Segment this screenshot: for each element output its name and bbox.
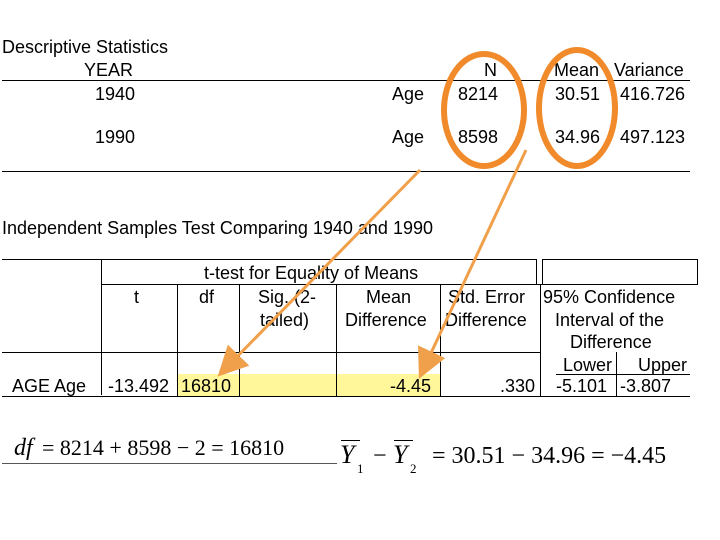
t-header: t	[134, 287, 140, 307]
y2-bar	[394, 440, 413, 441]
mean-1990: 34.96	[555, 127, 601, 147]
ttest-bottom-rule	[2, 396, 690, 397]
ttest-group-header: t-test for Equality of Means	[204, 263, 419, 283]
ttest-right-box-bottom	[542, 284, 698, 285]
mean-diff-value: -4.45	[390, 376, 432, 396]
n-header: N	[484, 60, 497, 80]
sig-header-line2: tailed)	[260, 310, 310, 330]
md-header-line2: Difference	[345, 310, 427, 330]
ci-lower-value: -5.101	[556, 376, 608, 396]
descriptive-title: Descriptive Statistics	[2, 37, 169, 57]
mean-diff-arrow	[418, 149, 528, 379]
df-formula-lhs: df	[14, 435, 33, 461]
df-formula-rhs: = 8214 + 8598 − 2 = 16810	[42, 435, 285, 460]
ci-header-line2: Interval of the	[555, 310, 665, 330]
upper-header: Upper	[638, 355, 688, 375]
ttest-col-divider-ci	[540, 284, 541, 396]
std-error-value: .330	[500, 376, 536, 396]
y2-subscript: 2	[410, 461, 417, 476]
ttest-col-divider-upper	[616, 352, 617, 396]
y1-bar	[341, 440, 360, 441]
ttest-header-rule-ci	[556, 374, 690, 375]
minus-symbol: −	[373, 443, 387, 469]
ttest-top-rule	[2, 259, 536, 260]
ttest-col-divider-4	[697, 259, 698, 284]
ttest-col-divider-1	[101, 259, 102, 395]
n-1990: 8598	[458, 127, 499, 147]
ttest-row-label: AGE Age	[12, 376, 87, 396]
ttest-top-rule-right	[542, 259, 698, 260]
ci-header-line3: Difference	[570, 332, 652, 352]
y1-subscript: 1	[357, 461, 364, 476]
variance-1990: 497.123	[620, 127, 686, 147]
df-value: 16810	[181, 376, 232, 396]
mean-header: Mean	[554, 60, 600, 80]
ttest-col-divider-se	[440, 284, 441, 396]
ttest-col-divider-md	[336, 284, 337, 396]
var-age-1990: Age	[392, 127, 425, 147]
var-age-1940: Age	[392, 84, 425, 104]
descriptive-bottom-rule	[2, 171, 690, 172]
se-header-line2: Difference	[445, 310, 527, 330]
variance-header: Variance	[614, 60, 684, 80]
ci-upper-value: -3.807	[620, 376, 672, 396]
year-header: YEAR	[84, 60, 134, 80]
md-header-line1: Mean	[366, 287, 412, 307]
mean-formula-rhs: = 30.51 − 34.96 = −4.45	[432, 443, 667, 469]
ttest-col-divider-sig	[239, 284, 240, 396]
highlight-df-md	[178, 374, 440, 396]
ttest-col-divider-3	[542, 259, 543, 284]
variance-1940: 416.726	[620, 84, 686, 104]
mean-1940: 30.51	[555, 84, 601, 104]
lower-header: Lower	[563, 355, 613, 375]
n-highlight-circle	[441, 51, 527, 169]
n-1940: 8214	[458, 84, 499, 104]
ttest-col-divider-2	[536, 259, 537, 284]
ttest-col-divider-df	[177, 284, 178, 396]
y2-symbol: Y	[393, 440, 408, 469]
year-1940: 1940	[95, 84, 136, 104]
ttest-header-rule-left	[2, 352, 540, 353]
formula-rule	[2, 463, 337, 464]
se-header-line1: Std. Error	[448, 287, 526, 307]
y1-symbol: Y	[340, 440, 355, 469]
df-header: df	[199, 287, 215, 307]
df-arrow	[217, 168, 422, 377]
t-value: -13.492	[108, 376, 170, 396]
ttest-title: Independent Samples Test Comparing 1940 …	[2, 218, 433, 238]
ci-header-line1: 95% Confidence	[543, 287, 676, 307]
year-1990: 1990	[95, 127, 136, 147]
ttest-group-rule	[101, 284, 542, 285]
descriptive-header-rule	[2, 80, 690, 81]
mean-highlight-circle	[536, 47, 618, 169]
